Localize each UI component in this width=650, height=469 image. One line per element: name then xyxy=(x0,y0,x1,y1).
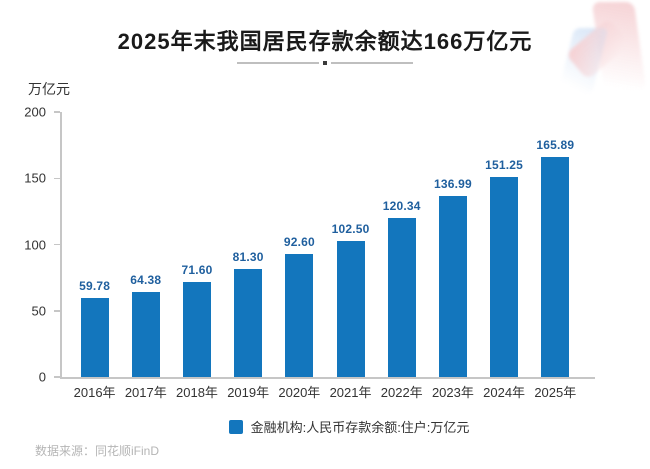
x-axis-line xyxy=(60,377,595,379)
bar-2016年 xyxy=(80,297,109,377)
y-tick-mark xyxy=(54,111,60,113)
divider-line-right xyxy=(331,62,413,64)
x-tick-label-2021年: 2021年 xyxy=(329,385,372,400)
bar-value-label: 59.78 xyxy=(79,278,111,293)
bar-2022年 xyxy=(387,217,416,377)
y-tick-label-200: 200 xyxy=(24,104,46,120)
bar-slot-2019年: 81.30 xyxy=(223,112,274,377)
data-source-text: 数据来源：同花顺iFinD xyxy=(35,444,160,458)
bar-value-label: 64.38 xyxy=(130,272,162,287)
bar-slot-2023年: 136.99 xyxy=(427,112,478,377)
bar-slot-2025年: 165.89 xyxy=(530,112,581,377)
x-tick-label-2017年: 2017年 xyxy=(124,385,167,400)
divider-line-left xyxy=(237,62,319,64)
bar-value-label: 165.89 xyxy=(536,138,575,153)
bar-value-label: 71.60 xyxy=(181,263,213,278)
y-tick-mark xyxy=(54,376,60,378)
y-tick-mark xyxy=(54,310,60,312)
x-tick-label-2020年: 2020年 xyxy=(278,385,321,400)
bar-slot-2018年: 71.60 xyxy=(171,112,222,377)
bar-value-label: 92.60 xyxy=(283,235,315,250)
y-tick-label-50: 50 xyxy=(31,303,46,319)
x-tick-label-2024年: 2024年 xyxy=(483,385,526,400)
bar-2020年 xyxy=(285,254,314,377)
x-tick-label-2022年: 2022年 xyxy=(380,385,423,400)
bar-slot-2022年: 120.34 xyxy=(376,112,427,377)
y-tick-mark xyxy=(54,243,60,246)
bar-slot-2024年: 151.25 xyxy=(479,112,530,377)
bar-2021年 xyxy=(336,241,365,377)
bar-2023年 xyxy=(438,195,467,377)
bar-value-label: 81.30 xyxy=(232,250,264,265)
y-axis-unit-label: 万亿元 xyxy=(28,81,70,97)
y-axis-line xyxy=(60,112,62,378)
y-axis-ticks: 0 50 100 150 200 xyxy=(0,105,60,385)
bar-value-label: 151.25 xyxy=(485,157,524,172)
bars-container: 59.78 64.38 71.60 81.30 92.60 102.50 120.34 136… xyxy=(69,112,581,377)
divider-dot xyxy=(323,61,327,65)
bar-2017年 xyxy=(131,291,160,377)
y-tick-mark xyxy=(54,177,60,179)
bar-value-label: 120.34 xyxy=(382,198,421,213)
x-axis-labels: 2016年 2017年 2018年 2019年 2020年 2021年 2022年 2023年… xyxy=(69,382,581,401)
y-tick-label-0: 0 xyxy=(38,369,46,385)
x-tick-label-2016年: 2016年 xyxy=(73,385,116,400)
legend: 金融机构:人民币存款余额:住户:万亿元 xyxy=(0,417,650,436)
y-tick-label-150: 150 xyxy=(24,170,46,186)
bar-slot-2020年: 92.60 xyxy=(274,112,325,377)
bar-slot-2017年: 64.38 xyxy=(120,112,171,377)
plot-area: 59.78 64.38 71.60 81.30 92.60 102.50 120.34 136… xyxy=(69,112,581,377)
page-title: 2025年末我国居民存款余额达166万亿元 xyxy=(117,29,533,54)
y-tick-label-100: 100 xyxy=(24,237,46,252)
x-tick-label-2019年: 2019年 xyxy=(227,385,270,400)
bar-2025年 xyxy=(541,157,570,377)
bar-slot-2021年: 102.50 xyxy=(325,112,376,377)
bar-value-label: 136.99 xyxy=(433,176,472,191)
x-tick-label-2025年: 2025年 xyxy=(534,385,577,400)
x-tick-label-2018年: 2018年 xyxy=(176,385,218,400)
bar-value-label: 102.50 xyxy=(331,222,370,237)
title-divider xyxy=(0,61,650,65)
x-tick-label-2023年: 2023年 xyxy=(431,385,474,400)
bar-slot-2016年: 59.78 xyxy=(69,112,120,377)
bar-2019年 xyxy=(234,269,263,377)
bar-2024年 xyxy=(490,176,519,377)
legend-label: 金融机构:人民币存款余额:住户:万亿元 xyxy=(250,420,470,435)
bar-2018年 xyxy=(182,282,211,377)
legend-color-swatch xyxy=(228,419,243,434)
